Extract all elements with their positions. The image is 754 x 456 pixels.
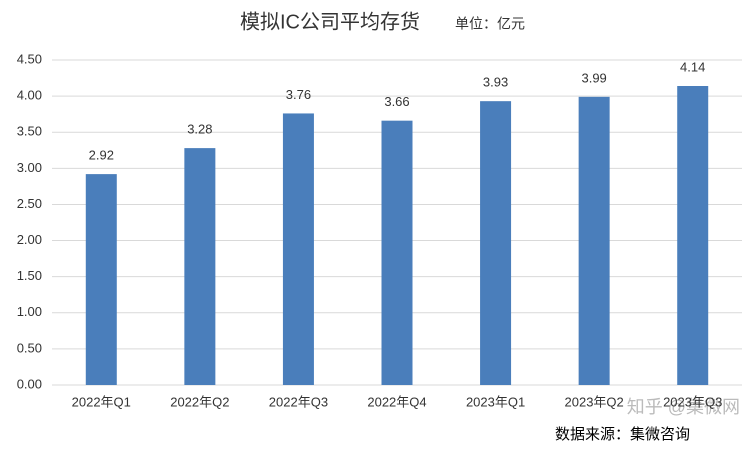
bar [381, 120, 413, 386]
bar [480, 101, 512, 386]
x-tick-label: 2023年Q1 [466, 394, 525, 409]
y-tick-label: 2.00 [17, 232, 42, 247]
y-tick-label: 1.00 [17, 304, 42, 319]
source-note: 数据来源：集微咨询 [555, 426, 690, 443]
data-label: 3.93 [483, 75, 508, 90]
data-label: 3.99 [581, 70, 606, 85]
watermark: 知乎 @集微网 [627, 397, 740, 417]
x-tick-label: 2023年Q2 [565, 394, 624, 409]
data-label: 2.92 [89, 148, 114, 163]
bar [184, 148, 216, 385]
x-tick-label: 2022年Q1 [72, 394, 131, 409]
bar [85, 174, 117, 385]
data-label: 3.76 [286, 87, 311, 102]
y-tick-label: 3.00 [17, 160, 42, 175]
bar [677, 86, 709, 385]
x-tick-label: 2022年Q4 [367, 394, 426, 409]
y-tick-label: 2.50 [17, 196, 42, 211]
x-tick-label: 2023年Q3 [663, 394, 722, 409]
data-label: 3.28 [187, 122, 212, 137]
bar [282, 113, 314, 385]
chart-subtitle: 单位：亿元 [455, 16, 525, 32]
chart-title: 模拟IC公司平均存货 [240, 10, 420, 33]
y-tick-label: 1.50 [17, 268, 42, 283]
x-tick-label: 2022年Q2 [170, 394, 229, 409]
y-tick-label: 3.50 [17, 124, 42, 139]
data-label: 4.14 [680, 59, 705, 74]
bar [578, 96, 610, 385]
data-label: 3.66 [384, 94, 409, 109]
y-tick-label: 0.50 [17, 340, 42, 355]
x-tick-label: 2022年Q3 [269, 394, 328, 409]
y-tick-label: 0.00 [17, 376, 42, 391]
y-tick-label: 4.50 [17, 51, 42, 66]
y-tick-label: 4.00 [17, 88, 42, 103]
